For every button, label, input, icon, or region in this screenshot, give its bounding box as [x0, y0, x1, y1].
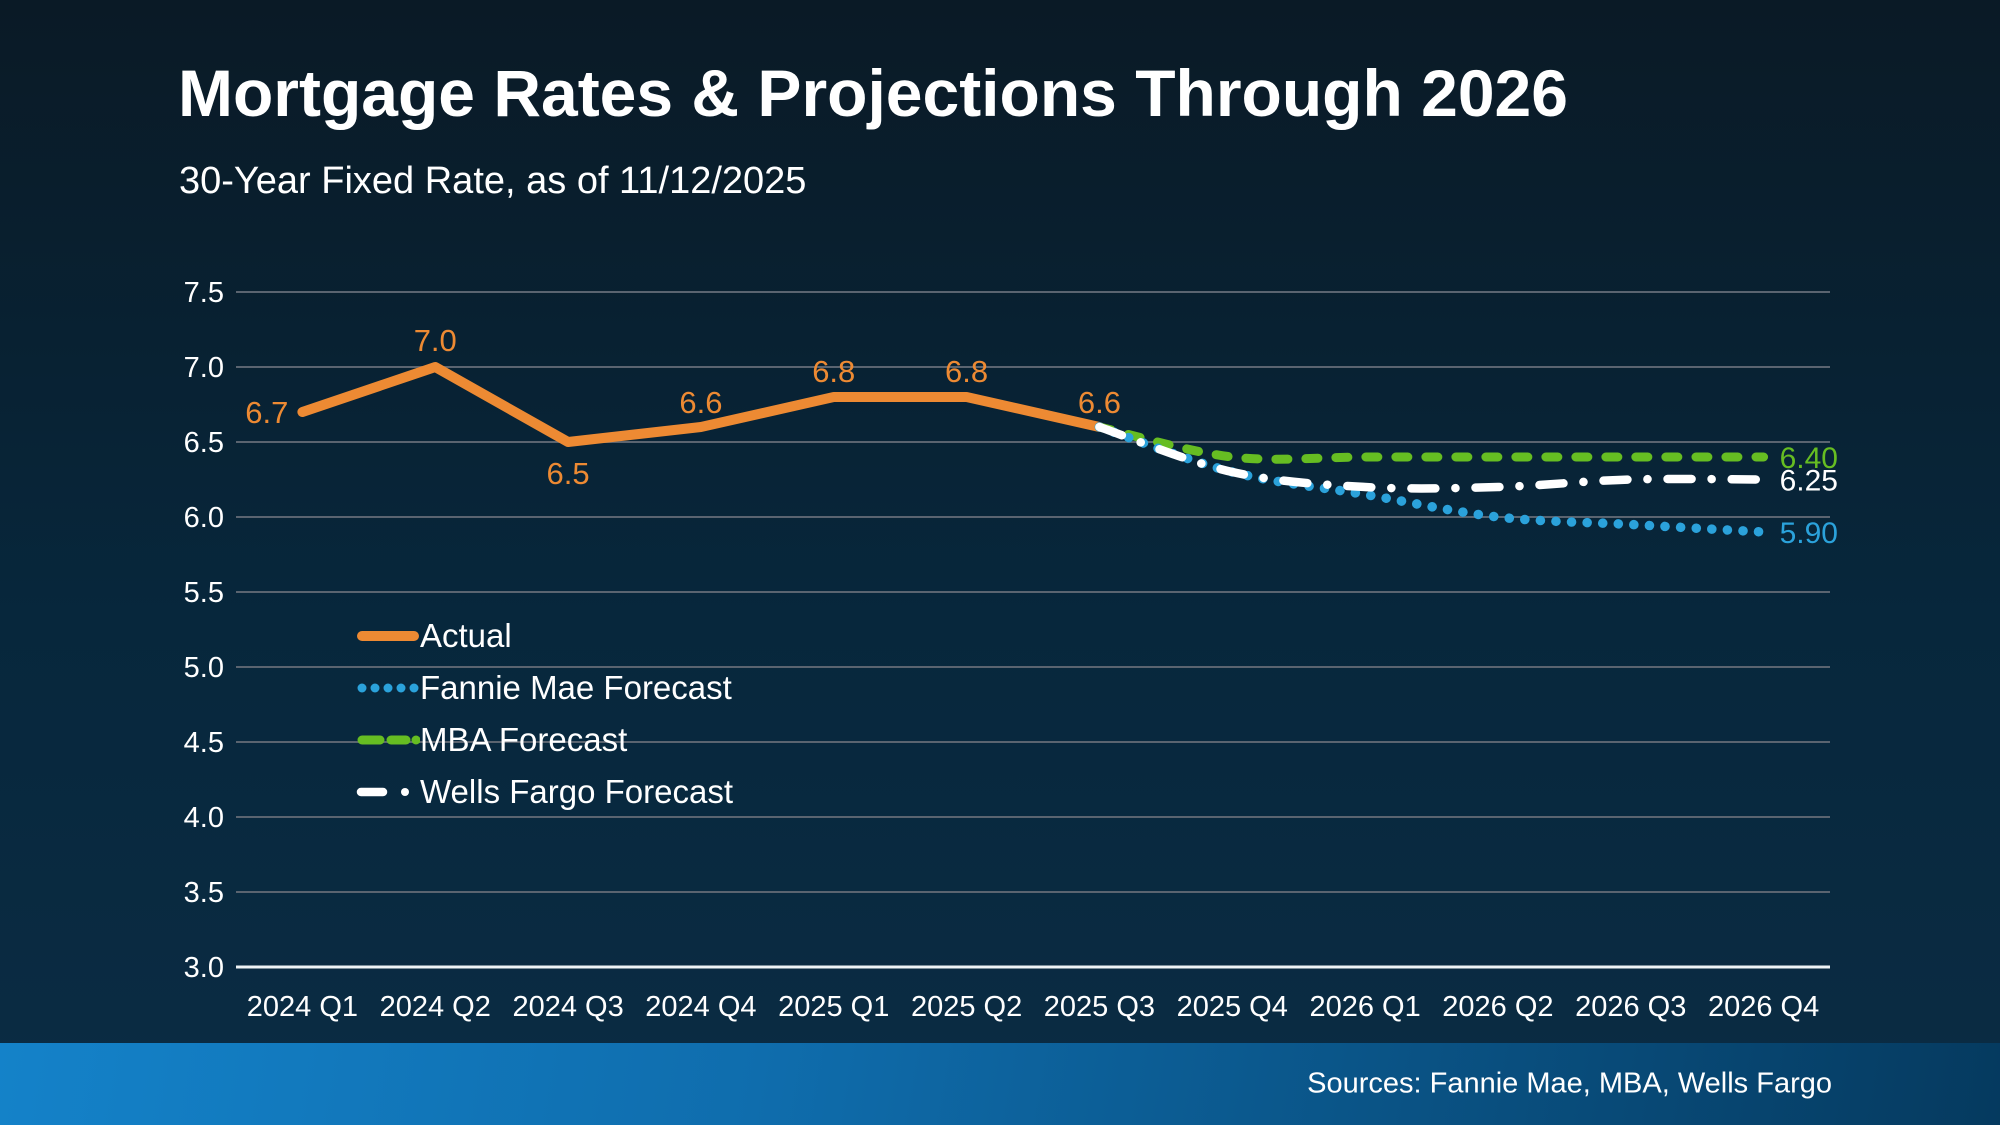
- y-tick-label: 3.0: [184, 952, 224, 984]
- data-label: 6.8: [945, 354, 988, 389]
- dotted-line-swatch-icon: [357, 683, 419, 693]
- series-wells-fargo-forecast-line: [1095, 422, 1768, 493]
- data-label: 6.6: [679, 385, 722, 420]
- legend-label-fannie-mae: Fannie Mae Forecast: [420, 669, 732, 706]
- series-wells-fargo-forecast-end-label: 6.25: [1780, 465, 1838, 498]
- series-fannie-mae-forecast-end-label: 5.90: [1780, 517, 1838, 550]
- x-tick-label: 2024 Q3: [512, 991, 623, 1023]
- legend-label-wells-fargo: Wells Fargo Forecast: [420, 773, 733, 810]
- y-tick-label: 5.0: [184, 652, 224, 684]
- legend-row-mba: MBA Forecast: [356, 714, 733, 766]
- y-tick-label: 5.5: [184, 577, 224, 609]
- y-tick-label: 6.0: [184, 502, 224, 534]
- x-tick-label: 2024 Q2: [380, 991, 491, 1023]
- x-tick-label: 2026 Q3: [1575, 991, 1686, 1023]
- legend-label-mba: MBA Forecast: [420, 721, 628, 758]
- data-label: 7.0: [414, 323, 457, 358]
- page-title: Mortgage Rates & Projections Through 202…: [178, 56, 1568, 130]
- series-actual-line: [297, 362, 1105, 447]
- legend-row-fannie-mae: Fannie Mae Forecast: [356, 662, 733, 714]
- x-tick-label: 2026 Q1: [1309, 991, 1420, 1023]
- x-tick-label: 2025 Q2: [911, 991, 1022, 1023]
- x-tick-label: 2025 Q3: [1044, 991, 1155, 1023]
- legend-label-actual: Actual: [420, 617, 512, 654]
- y-tick-label: 4.0: [184, 802, 224, 834]
- y-tick-label: 7.5: [184, 277, 224, 309]
- legend-row-actual: Actual: [356, 610, 733, 662]
- x-tick-label: 2026 Q2: [1442, 991, 1553, 1023]
- y-tick-label: 3.5: [184, 877, 224, 909]
- series-mba-forecast-end-label: 6.40: [1780, 442, 1838, 475]
- sources-text: Sources: Fannie Mae, MBA, Wells Fargo: [1307, 1067, 1832, 1100]
- data-label: 6.5: [547, 456, 590, 491]
- x-tick-label: 2025 Q1: [778, 991, 889, 1023]
- y-tick-label: 7.0: [184, 352, 224, 384]
- dash-dot-line-swatch-icon: [356, 787, 409, 797]
- chart-legend: Actual Fannie Mae Forecast MBA Forecast: [356, 610, 733, 818]
- x-tick-label: 2025 Q4: [1177, 991, 1288, 1023]
- actual-line-swatch-icon: [357, 631, 419, 641]
- y-tick-label: 6.5: [184, 427, 224, 459]
- x-tick-label: 2024 Q1: [247, 991, 358, 1023]
- page-subtitle: 30-Year Fixed Rate, as of 11/12/2025: [179, 160, 807, 202]
- data-label: 6.7: [245, 395, 288, 430]
- dashed-line-swatch-icon: [357, 735, 420, 745]
- x-tick-label: 2024 Q4: [645, 991, 756, 1023]
- data-label: 6.6: [1078, 385, 1121, 420]
- y-tick-label: 4.5: [184, 727, 224, 759]
- legend-row-wells-fargo: Wells Fargo Forecast: [356, 766, 733, 818]
- data-label: 6.8: [812, 354, 855, 389]
- footer-bar: Sources: Fannie Mae, MBA, Wells Fargo: [0, 1043, 2000, 1125]
- x-tick-label: 2026 Q4: [1708, 991, 1819, 1023]
- series-mba-forecast-line: [1094, 422, 1769, 464]
